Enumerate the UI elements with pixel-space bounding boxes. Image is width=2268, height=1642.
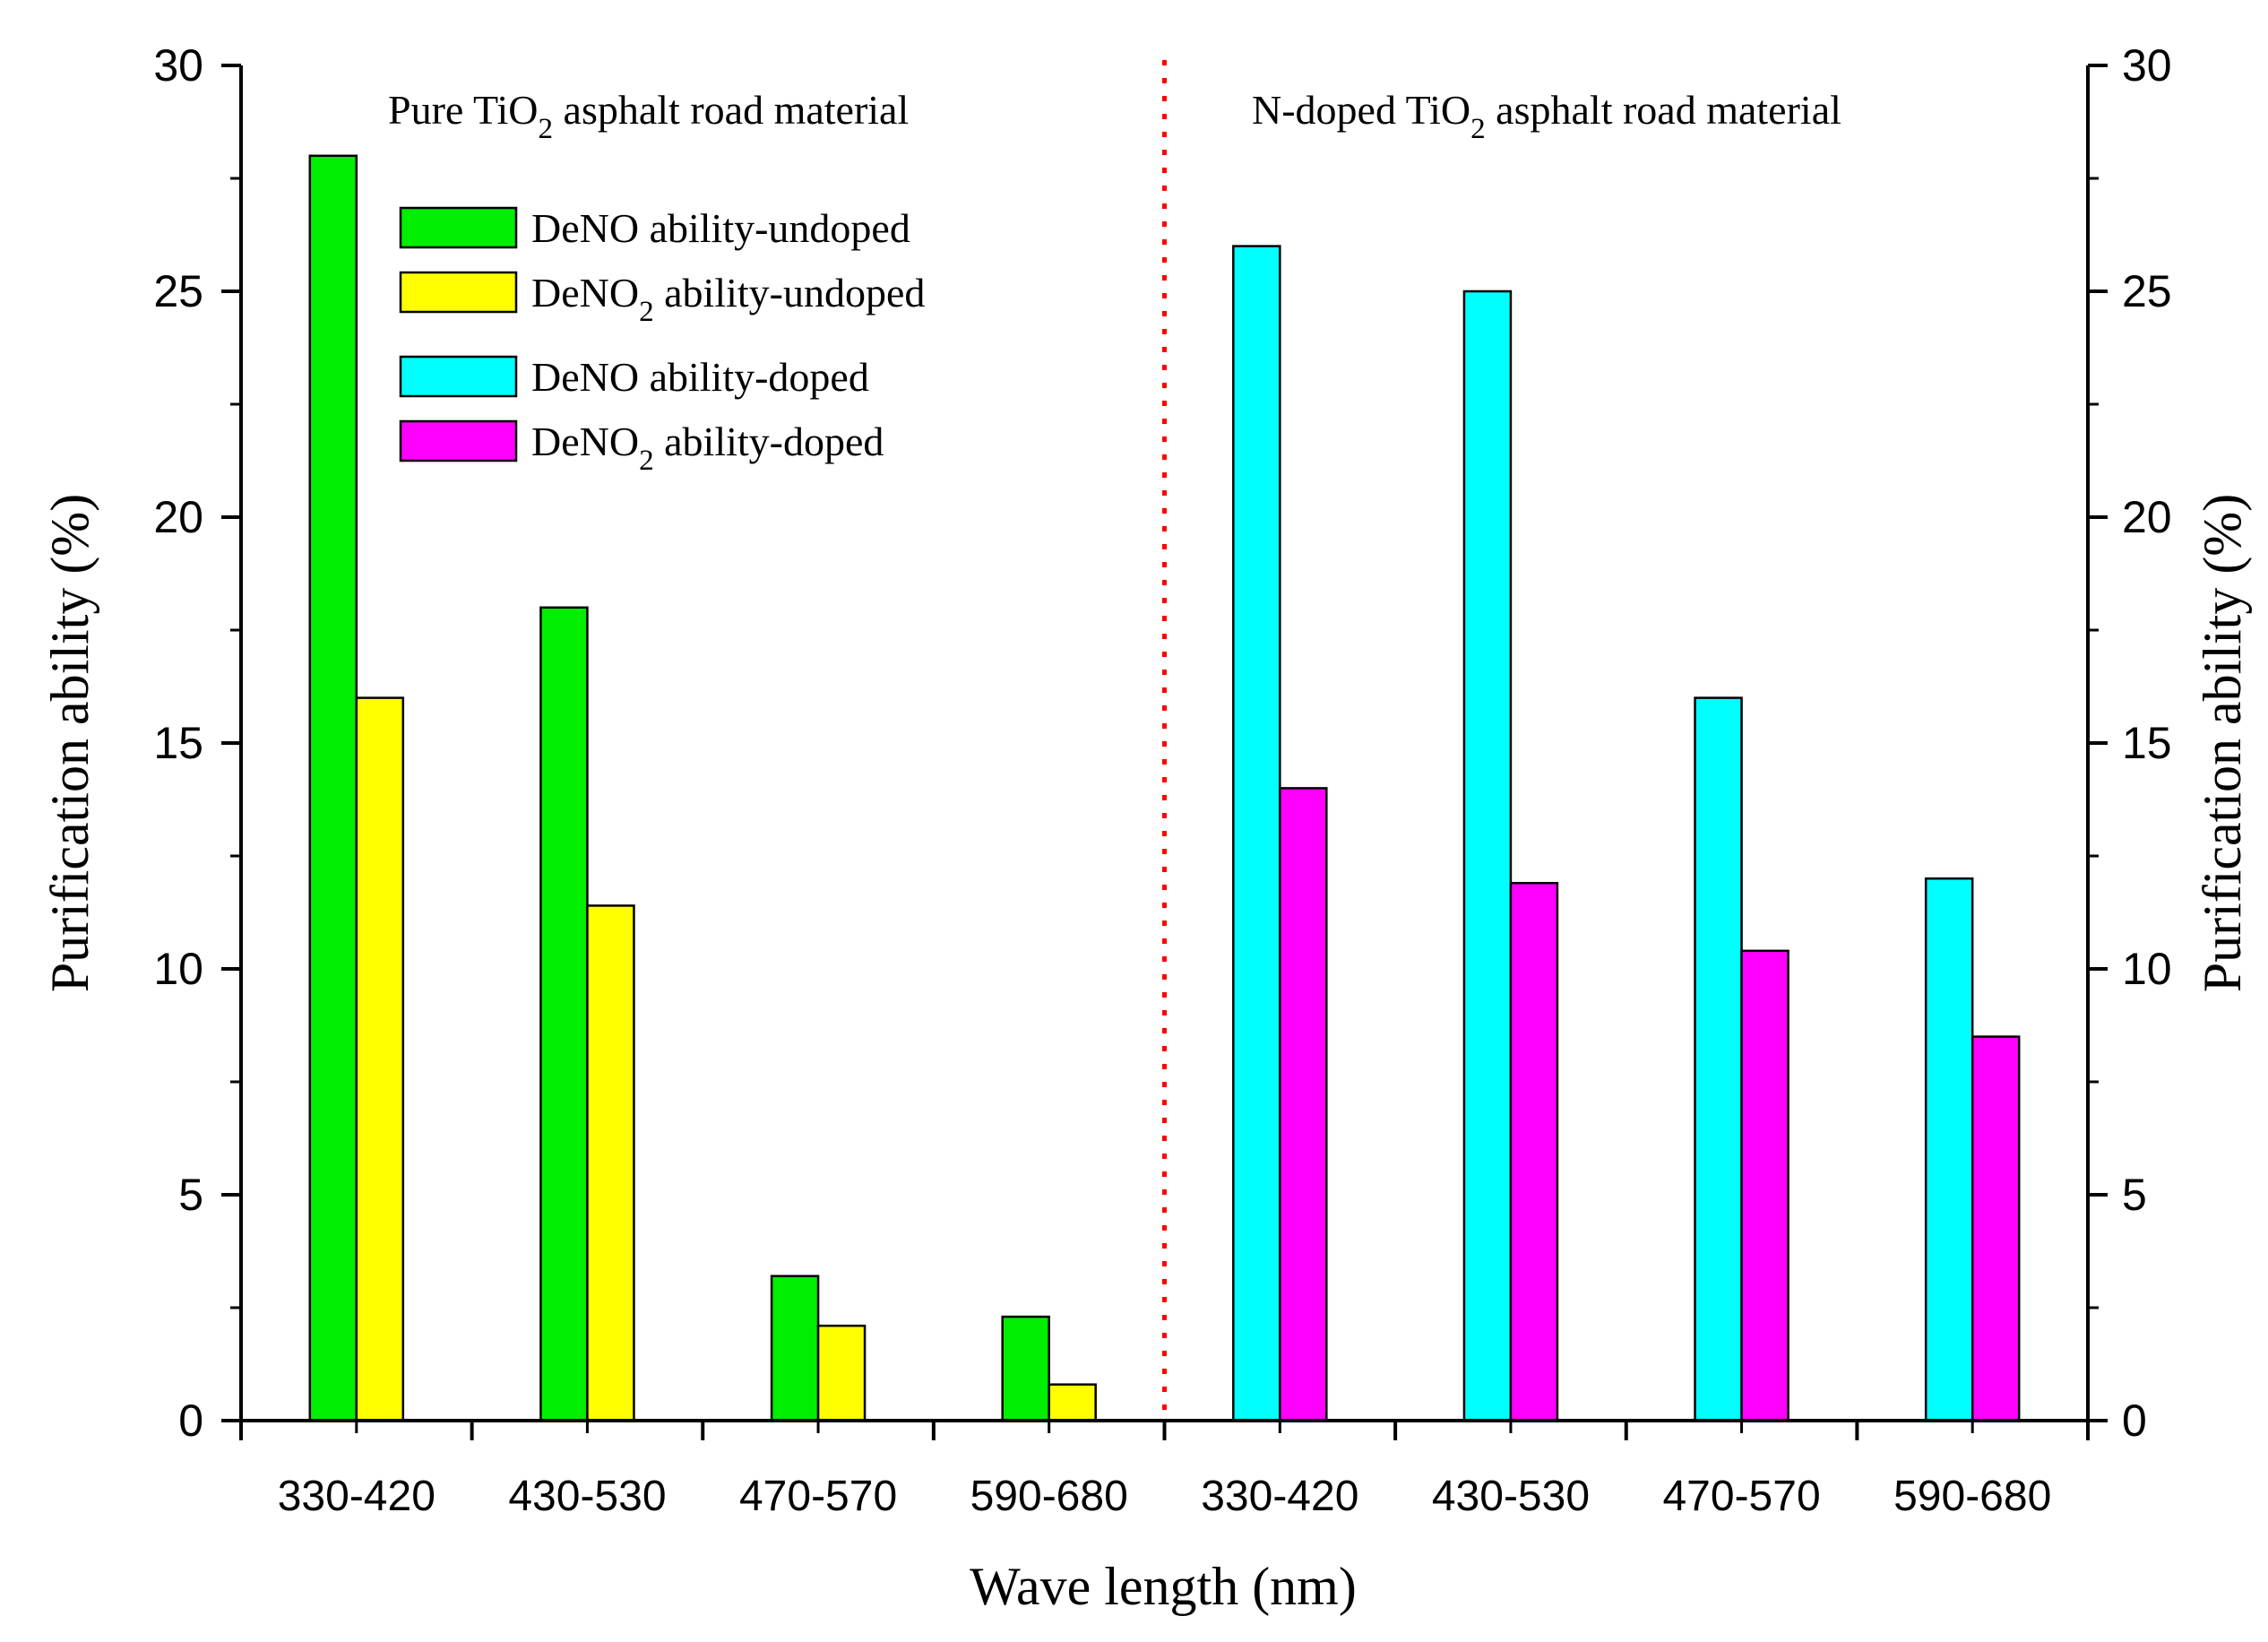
bar-deno2-ability-undoped-430-530 [586,904,635,1422]
legend-swatch [399,419,518,462]
y-tick-label-right: 20 [2122,492,2172,542]
bar-deno-ability-undoped-330-420 [308,154,358,1422]
y-axis-title-left: Purification ability (%) [40,494,99,993]
y-tick-label-left: 10 [153,944,203,994]
x-axis-title: Wave length (nm) [970,1557,1357,1616]
legend-swatch [399,206,518,249]
bar-deno-ability-doped-330-420 [1232,245,1281,1422]
y-tick-label-right: 15 [2122,718,2172,768]
y-tick-label-left: 15 [153,718,203,768]
bar-deno2-ability-doped-430-530 [1509,881,1559,1422]
x-tick-label: 470-570 [739,1473,897,1520]
bar-deno2-ability-doped-330-420 [1279,787,1328,1422]
bar-deno-ability-undoped-470-570 [770,1275,820,1422]
bar-deno-ability-doped-470-570 [1694,696,1743,1422]
x-tick-label: 430-530 [508,1473,666,1520]
y-axis-title-right: Purification ability (%) [2193,494,2252,993]
bar-deno-ability-doped-590-680 [1924,877,1974,1422]
plot-area: 330-420 430-530 470-570 590-680 330-420 430-5… [40,40,2252,1616]
y-tick-label-right: 0 [2122,1396,2147,1446]
bar-deno2-ability-doped-590-680 [1970,1035,2021,1422]
bar-deno-ability-undoped-430-530 [539,606,589,1422]
y-tick-label-right: 30 [2122,40,2172,91]
legend-swatch [399,355,518,398]
x-tick-label: 590-680 [1893,1473,2051,1520]
x-tick-label: 430-530 [1432,1473,1590,1520]
y-tick-label-right: 10 [2122,944,2172,994]
x-tick-label: 470-570 [1662,1473,1820,1520]
bar-deno2-ability-undoped-470-570 [816,1324,867,1422]
y-tick-label-left: 20 [153,492,203,542]
panel-title-doped: N-doped TiO2 asphalt road material [1252,87,1841,145]
y-tick-label-left: 30 [153,40,203,91]
bar-deno2-ability-doped-470-570 [1740,949,1789,1422]
y-tick-label-left: 0 [178,1396,203,1446]
x-tick-label: 590-680 [970,1473,1128,1520]
bar-deno2-ability-undoped-590-680 [1048,1383,1097,1422]
x-tick-label: 330-420 [1201,1473,1358,1520]
legend-label: DeNO ability-undoped [531,205,910,251]
bar-deno2-ability-undoped-330-420 [355,696,405,1422]
legend-label: DeNO2 ability-doped [531,419,884,477]
y-tick-label-right: 5 [2122,1170,2147,1220]
legend-label: DeNO2 ability-undoped [531,270,925,328]
legend-swatch [399,271,518,314]
x-tick-label: 330-420 [278,1473,435,1520]
legend-label: DeNO ability-doped [531,354,869,400]
y-tick-label-left: 5 [178,1170,203,1220]
y-tick-label-left: 25 [153,266,203,316]
bar-deno-ability-doped-430-530 [1462,290,1513,1422]
bar-deno-ability-undoped-590-680 [1001,1315,1050,1422]
panel-title-pure: Pure TiO2 asphalt road material [388,87,909,145]
y-tick-label-right: 25 [2122,266,2172,316]
